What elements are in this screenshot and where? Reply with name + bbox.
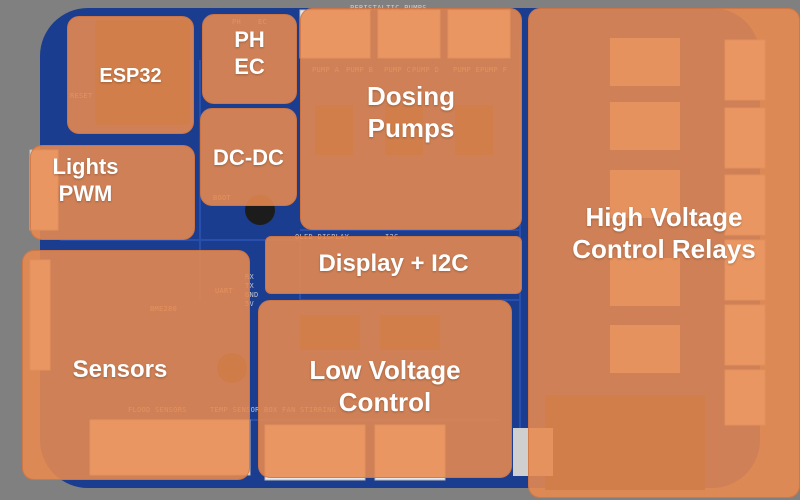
region-dc-dc: DC-DC	[200, 108, 297, 206]
region-sensors-label: Sensors	[72, 356, 168, 383]
region-lights-pwm: Lights PWM	[30, 145, 195, 240]
region-lights-pwm-label: Lights PWM	[52, 154, 119, 206]
region-high-voltage-relays-label: High Voltage Control Relays	[572, 202, 756, 264]
region-low-voltage-control: Low Voltage Control	[258, 300, 512, 478]
region-dosing-pumps: Dosing Pumps	[300, 8, 522, 230]
region-esp32-label: ESP32	[99, 65, 162, 87]
region-ph-ec-label: PH EC	[234, 27, 265, 79]
region-dosing-pumps-label: Dosing Pumps	[366, 81, 456, 143]
region-display-i2c-label: Display + I2C	[318, 250, 469, 277]
region-low-voltage-control-label: Low Voltage Control	[309, 355, 461, 417]
region-esp32: ESP32	[67, 16, 194, 134]
silk-gnd: GND	[245, 291, 259, 299]
region-dc-dc-label: DC-DC	[213, 145, 284, 170]
region-sensors: Sensors	[22, 250, 250, 480]
region-display-i2c: Display + I2C	[265, 236, 522, 294]
region-ph-ec: PH EC	[202, 14, 297, 104]
region-high-voltage-relays: High Voltage Control Relays	[528, 8, 800, 498]
